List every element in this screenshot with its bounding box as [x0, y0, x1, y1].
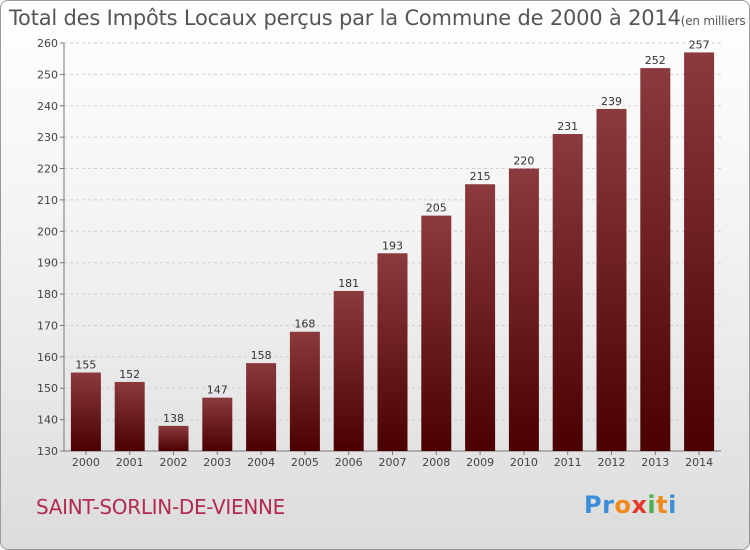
logo-letter: o [614, 491, 632, 519]
y-tick-label: 150 [37, 382, 58, 395]
x-tick-label-2014: 2014 [685, 456, 713, 469]
title-unit: (en milliers d'€) [680, 14, 749, 28]
x-tick-label-2008: 2008 [422, 456, 450, 469]
logo-letter: P [584, 491, 603, 519]
y-tick-label: 180 [37, 288, 58, 301]
x-tick-label-2011: 2011 [554, 456, 582, 469]
chart-title: Total des Impôts Locaux perçus par la Co… [9, 6, 749, 30]
logo-letter: x [631, 491, 648, 519]
value-label-2009: 215 [470, 170, 491, 183]
value-label-2012: 239 [601, 95, 622, 108]
commune-name: SAINT-SORLIN-DE-VIENNE [36, 495, 286, 519]
bar-2001 [114, 381, 145, 451]
value-label-2004: 158 [251, 349, 272, 362]
proxiti-logo: Proxiti [584, 491, 677, 519]
bar-2005 [289, 331, 320, 451]
y-tick-label: 190 [37, 257, 58, 270]
x-tick-label-2012: 2012 [598, 456, 626, 469]
y-tick-label: 240 [37, 100, 58, 113]
y-tick-label: 130 [37, 445, 58, 458]
x-tick-label-2000: 2000 [72, 456, 100, 469]
y-tick-label: 210 [37, 194, 58, 207]
value-label-2005: 168 [294, 318, 315, 331]
title-text: Total des Impôts Locaux perçus par la Co… [9, 6, 681, 30]
value-label-2010: 220 [513, 155, 534, 168]
bar-2011 [552, 134, 583, 451]
value-label-2013: 252 [645, 54, 666, 67]
value-label-2000: 155 [75, 359, 96, 372]
x-tick-label-2003: 2003 [203, 456, 231, 469]
logo-letter: i [668, 491, 677, 519]
y-tick-label: 140 [37, 414, 58, 427]
value-label-2007: 193 [382, 239, 403, 252]
value-label-2014: 257 [689, 38, 710, 51]
value-label-2011: 231 [557, 120, 578, 133]
bar-2000 [70, 372, 101, 451]
bar-2007 [377, 253, 408, 451]
bar-2002 [158, 425, 189, 451]
y-tick-label: 160 [37, 351, 58, 364]
y-tick-label: 260 [37, 37, 58, 50]
x-tick-label-2004: 2004 [247, 456, 275, 469]
value-label-2003: 147 [207, 384, 228, 397]
value-label-2002: 138 [163, 412, 184, 425]
bar-2008 [421, 215, 452, 451]
y-tick-label: 170 [37, 319, 58, 332]
bar-2004 [246, 363, 277, 451]
bar-2006 [333, 290, 364, 451]
x-tick-label-2006: 2006 [335, 456, 363, 469]
y-tick-label: 250 [37, 68, 58, 81]
logo-letter: i [647, 491, 657, 519]
bar-2012 [596, 108, 627, 452]
value-label-2001: 152 [119, 368, 140, 381]
x-tick-label-2013: 2013 [641, 456, 669, 469]
x-tick-label-2002: 2002 [160, 456, 188, 469]
y-tick-label: 200 [37, 225, 58, 238]
logo-letter: t [656, 491, 669, 519]
bar-2009 [465, 184, 496, 451]
bar-2010 [508, 168, 539, 452]
x-tick-label-2001: 2001 [116, 456, 144, 469]
bar-2003 [202, 397, 233, 451]
x-tick-label-2010: 2010 [510, 456, 538, 469]
y-tick-label: 220 [37, 163, 58, 176]
value-label-2006: 181 [338, 277, 359, 290]
value-label-2008: 205 [426, 202, 447, 215]
x-tick-label-2009: 2009 [466, 456, 494, 469]
bar-2014 [684, 52, 715, 452]
y-tick-label: 230 [37, 131, 58, 144]
x-tick-label-2005: 2005 [291, 456, 319, 469]
x-tick-label-2007: 2007 [379, 456, 407, 469]
logo-letter: r [602, 491, 615, 519]
bar-2013 [640, 68, 671, 451]
